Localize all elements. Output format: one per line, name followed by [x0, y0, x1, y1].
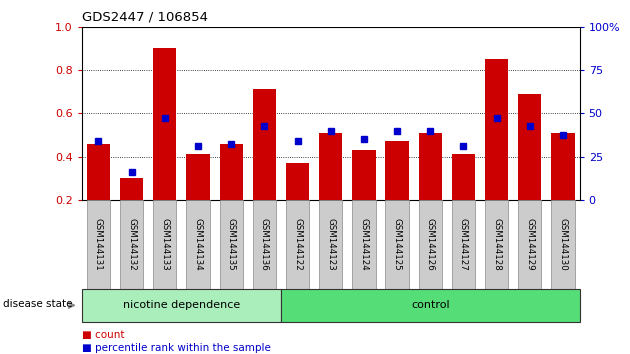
- Text: GSM144124: GSM144124: [360, 218, 369, 271]
- FancyBboxPatch shape: [253, 200, 276, 289]
- Text: GSM144134: GSM144134: [193, 218, 202, 271]
- Text: GSM144131: GSM144131: [94, 218, 103, 271]
- Bar: [352, 150, 375, 200]
- Bar: [419, 133, 442, 200]
- Bar: [220, 144, 243, 200]
- Text: GSM144128: GSM144128: [492, 218, 501, 271]
- Text: GSM144123: GSM144123: [326, 218, 335, 271]
- Text: GSM144125: GSM144125: [392, 218, 401, 271]
- FancyBboxPatch shape: [286, 200, 309, 289]
- FancyBboxPatch shape: [220, 200, 243, 289]
- Text: GSM144132: GSM144132: [127, 218, 136, 271]
- FancyBboxPatch shape: [186, 200, 210, 289]
- FancyBboxPatch shape: [485, 200, 508, 289]
- Bar: [286, 163, 309, 200]
- Bar: [386, 142, 409, 200]
- Text: disease state: disease state: [3, 298, 72, 309]
- Bar: [551, 133, 575, 200]
- Bar: [518, 94, 541, 200]
- Bar: [87, 144, 110, 200]
- Bar: [253, 90, 276, 200]
- Text: GSM144122: GSM144122: [293, 218, 302, 271]
- Text: nicotine dependence: nicotine dependence: [123, 300, 240, 310]
- FancyBboxPatch shape: [319, 200, 342, 289]
- FancyBboxPatch shape: [419, 200, 442, 289]
- Text: GSM144126: GSM144126: [426, 218, 435, 271]
- Text: GDS2447 / 106854: GDS2447 / 106854: [82, 11, 208, 24]
- FancyBboxPatch shape: [120, 200, 143, 289]
- Text: GSM144130: GSM144130: [559, 218, 568, 271]
- Bar: [153, 48, 176, 200]
- Text: GSM144129: GSM144129: [525, 218, 534, 270]
- Text: ■ percentile rank within the sample: ■ percentile rank within the sample: [82, 343, 271, 353]
- FancyBboxPatch shape: [452, 200, 475, 289]
- Bar: [452, 154, 475, 200]
- Text: ■ count: ■ count: [82, 330, 124, 339]
- Text: GSM144136: GSM144136: [260, 218, 269, 271]
- FancyBboxPatch shape: [153, 200, 176, 289]
- FancyBboxPatch shape: [352, 200, 375, 289]
- FancyBboxPatch shape: [281, 289, 580, 322]
- FancyBboxPatch shape: [386, 200, 409, 289]
- Text: GSM144135: GSM144135: [227, 218, 236, 271]
- FancyBboxPatch shape: [518, 200, 541, 289]
- Text: GSM144127: GSM144127: [459, 218, 468, 271]
- Bar: [485, 59, 508, 200]
- Text: GSM144133: GSM144133: [161, 218, 169, 271]
- Bar: [120, 178, 143, 200]
- Text: control: control: [411, 300, 450, 310]
- FancyBboxPatch shape: [82, 289, 281, 322]
- Bar: [186, 154, 210, 200]
- FancyBboxPatch shape: [87, 200, 110, 289]
- Bar: [319, 133, 342, 200]
- FancyBboxPatch shape: [551, 200, 575, 289]
